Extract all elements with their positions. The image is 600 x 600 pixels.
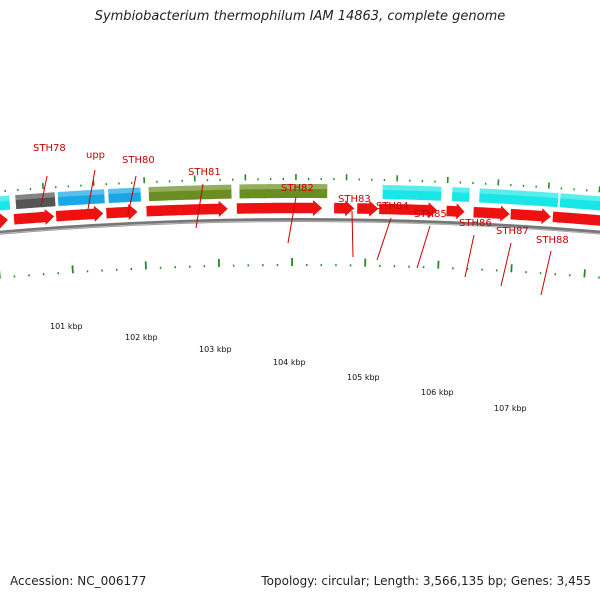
gene-arrow xyxy=(357,200,379,217)
accession-text: Accession: NC_006177 xyxy=(10,574,147,588)
label-leader-line xyxy=(351,210,354,258)
label-leader-line xyxy=(376,217,392,261)
gene-label-sth85: STH85 xyxy=(414,209,447,220)
feature-block-cyan xyxy=(0,195,11,211)
feature-blocks-track xyxy=(0,184,600,211)
gene-arrow xyxy=(13,209,55,225)
gene-arrow xyxy=(334,200,355,217)
label-leader-lines xyxy=(40,169,552,296)
feature-block-cyan xyxy=(451,187,470,202)
feature-block-shine xyxy=(560,193,600,202)
feature-block-gray xyxy=(15,192,56,210)
kbp-label-103: 103 kbp xyxy=(199,345,232,354)
genome-summary-text: Topology: circular; Length: 3,566,135 bp… xyxy=(261,574,591,588)
gene-arrow xyxy=(0,213,8,229)
gene-arrow xyxy=(552,211,600,226)
feature-block-olive xyxy=(148,184,232,202)
gene-label-sth86: STH86 xyxy=(459,218,492,229)
label-leader-line xyxy=(500,242,512,287)
genome-backbone-highlight xyxy=(0,220,600,235)
kbp-tick-mark xyxy=(71,265,74,274)
gene-arrows-track xyxy=(0,200,600,229)
genome-title: Symbiobacterium thermophilum IAM 14863, … xyxy=(94,9,506,24)
gene-label-upp: upp xyxy=(86,150,105,161)
kbp-tick-mark xyxy=(583,269,586,278)
gene-arrow xyxy=(106,204,138,221)
gene-arrow xyxy=(146,200,228,217)
feature-block-shine xyxy=(452,187,470,193)
label-leader-line xyxy=(40,175,48,207)
gene-arrow xyxy=(473,205,510,222)
label-leader-line xyxy=(287,196,297,244)
gene-label-sth83: STH83 xyxy=(338,194,371,205)
feature-block-cyan xyxy=(559,193,600,211)
gene-arrow xyxy=(446,203,465,220)
feature-block-shine xyxy=(15,192,55,201)
label-leader-line xyxy=(464,234,475,278)
gene-label-sth88: STH88 xyxy=(536,235,569,246)
feature-block-cyan xyxy=(479,188,559,208)
label-leader-line xyxy=(540,250,552,296)
genome-backbone-line xyxy=(0,218,600,235)
feature-block-cyan xyxy=(382,184,442,201)
label-leader-line xyxy=(416,225,431,269)
gene-label-sth80: STH80 xyxy=(122,155,155,166)
kbp-label-106: 106 kbp xyxy=(421,388,454,397)
label-leader-line xyxy=(127,175,137,216)
feature-block-shine xyxy=(148,184,232,193)
gene-arrow xyxy=(236,200,323,217)
feature-block-shine xyxy=(0,195,10,202)
feature-block-olive xyxy=(239,184,328,199)
kbp-label-107: 107 kbp xyxy=(494,404,527,413)
backbone-track xyxy=(0,218,600,235)
kbp-label-102: 102 kbp xyxy=(125,333,158,342)
label-leader-line xyxy=(195,183,204,229)
kbp-scale-track xyxy=(0,258,600,279)
gene-arrow xyxy=(55,205,104,222)
gene-label-sth78: STH78 xyxy=(33,143,66,154)
kbp-label-101: 101 kbp xyxy=(50,322,83,331)
kbp-label-104: 104 kbp xyxy=(273,358,306,367)
label-leader-line xyxy=(87,169,96,210)
gene-label-sth84: STH84 xyxy=(376,201,409,212)
gene-label-sth87: STH87 xyxy=(496,226,529,237)
feature-block-shine xyxy=(239,184,328,190)
gene-label-sth82: STH82 xyxy=(281,183,314,194)
gene-label-sth81: STH81 xyxy=(188,167,221,178)
outer-tick-track xyxy=(4,174,600,193)
kbp-label-105: 105 kbp xyxy=(347,373,380,382)
gene-arrow xyxy=(379,202,438,219)
gene-arrow xyxy=(510,208,551,225)
feature-block-shine xyxy=(57,189,105,198)
feature-block-shine xyxy=(479,188,559,199)
feature-block-sky xyxy=(57,189,105,207)
feature-block-shine xyxy=(382,184,442,192)
